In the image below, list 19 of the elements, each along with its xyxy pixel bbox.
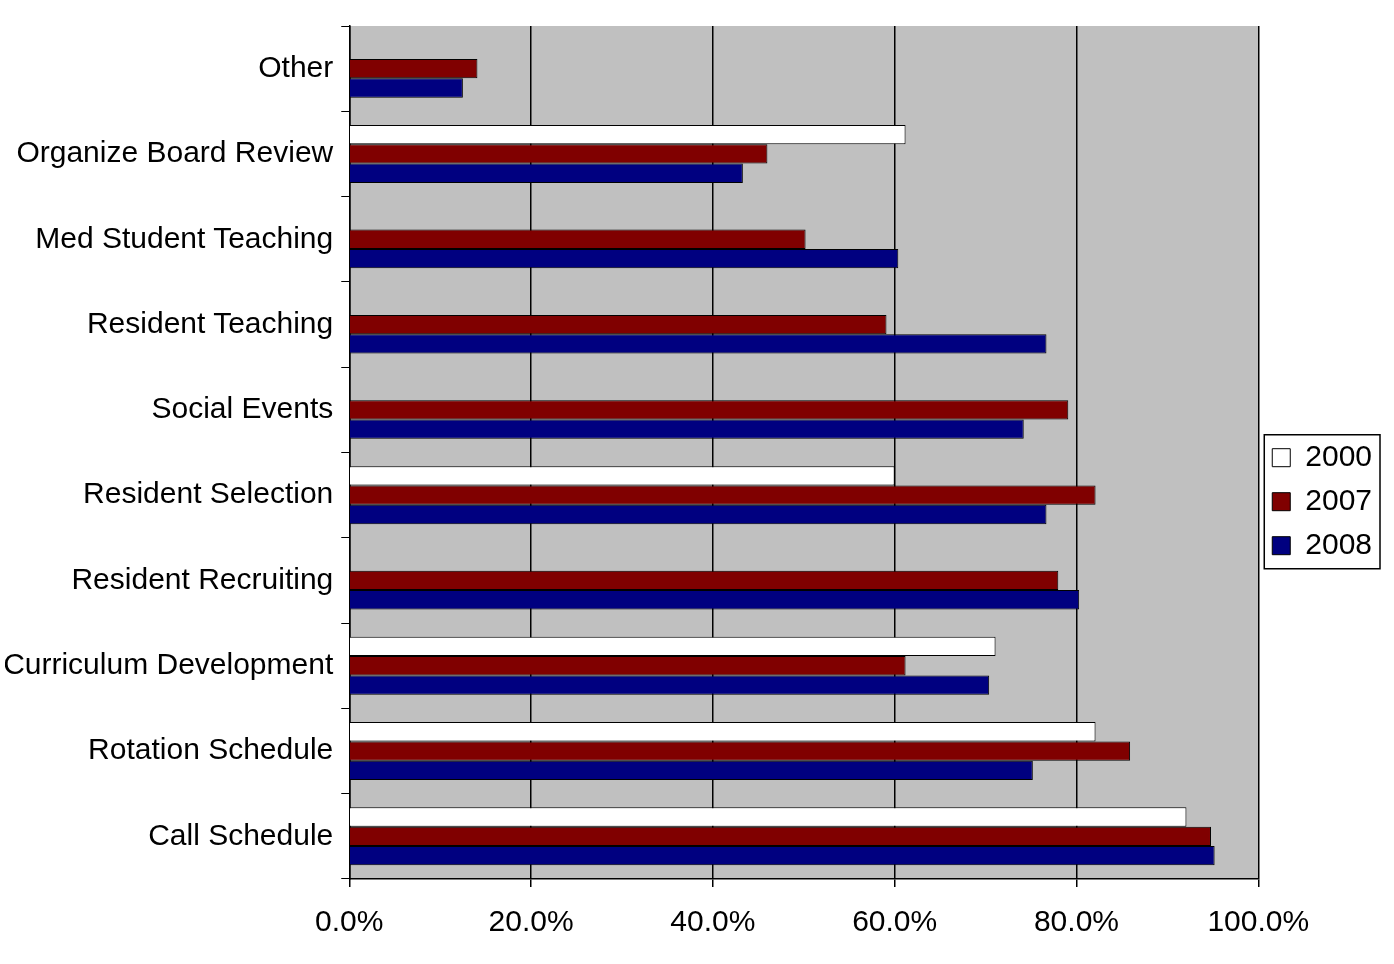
- y-tick-label: Med Student Teaching: [35, 220, 334, 254]
- x-tick-label: 0.0%: [315, 904, 384, 938]
- y-tick-label: Resident Selection: [83, 476, 334, 510]
- y-tick-label: Rotation Schedule: [88, 732, 334, 766]
- x-tick-label: 100.0%: [1207, 904, 1310, 938]
- y-tick-label: Curriculum Development: [3, 647, 334, 681]
- x-tick-label: 20.0%: [488, 904, 574, 938]
- y-tick-label: Other: [258, 49, 334, 83]
- x-tick-label: 40.0%: [670, 904, 756, 938]
- legend-label: 2008: [1305, 526, 1373, 560]
- legend-label: 2000: [1305, 438, 1373, 472]
- legend-label: 2007: [1305, 482, 1373, 516]
- y-tick-label: Call Schedule: [148, 817, 334, 851]
- y-tick-label: Organize Board Review: [16, 135, 334, 169]
- y-tick-label: Social Events: [151, 391, 334, 425]
- x-tick-label: 80.0%: [1033, 904, 1119, 938]
- y-tick-label: Resident Teaching: [86, 305, 334, 339]
- y-tick-label: Resident Recruiting: [71, 561, 334, 595]
- x-tick-label: 60.0%: [852, 904, 938, 938]
